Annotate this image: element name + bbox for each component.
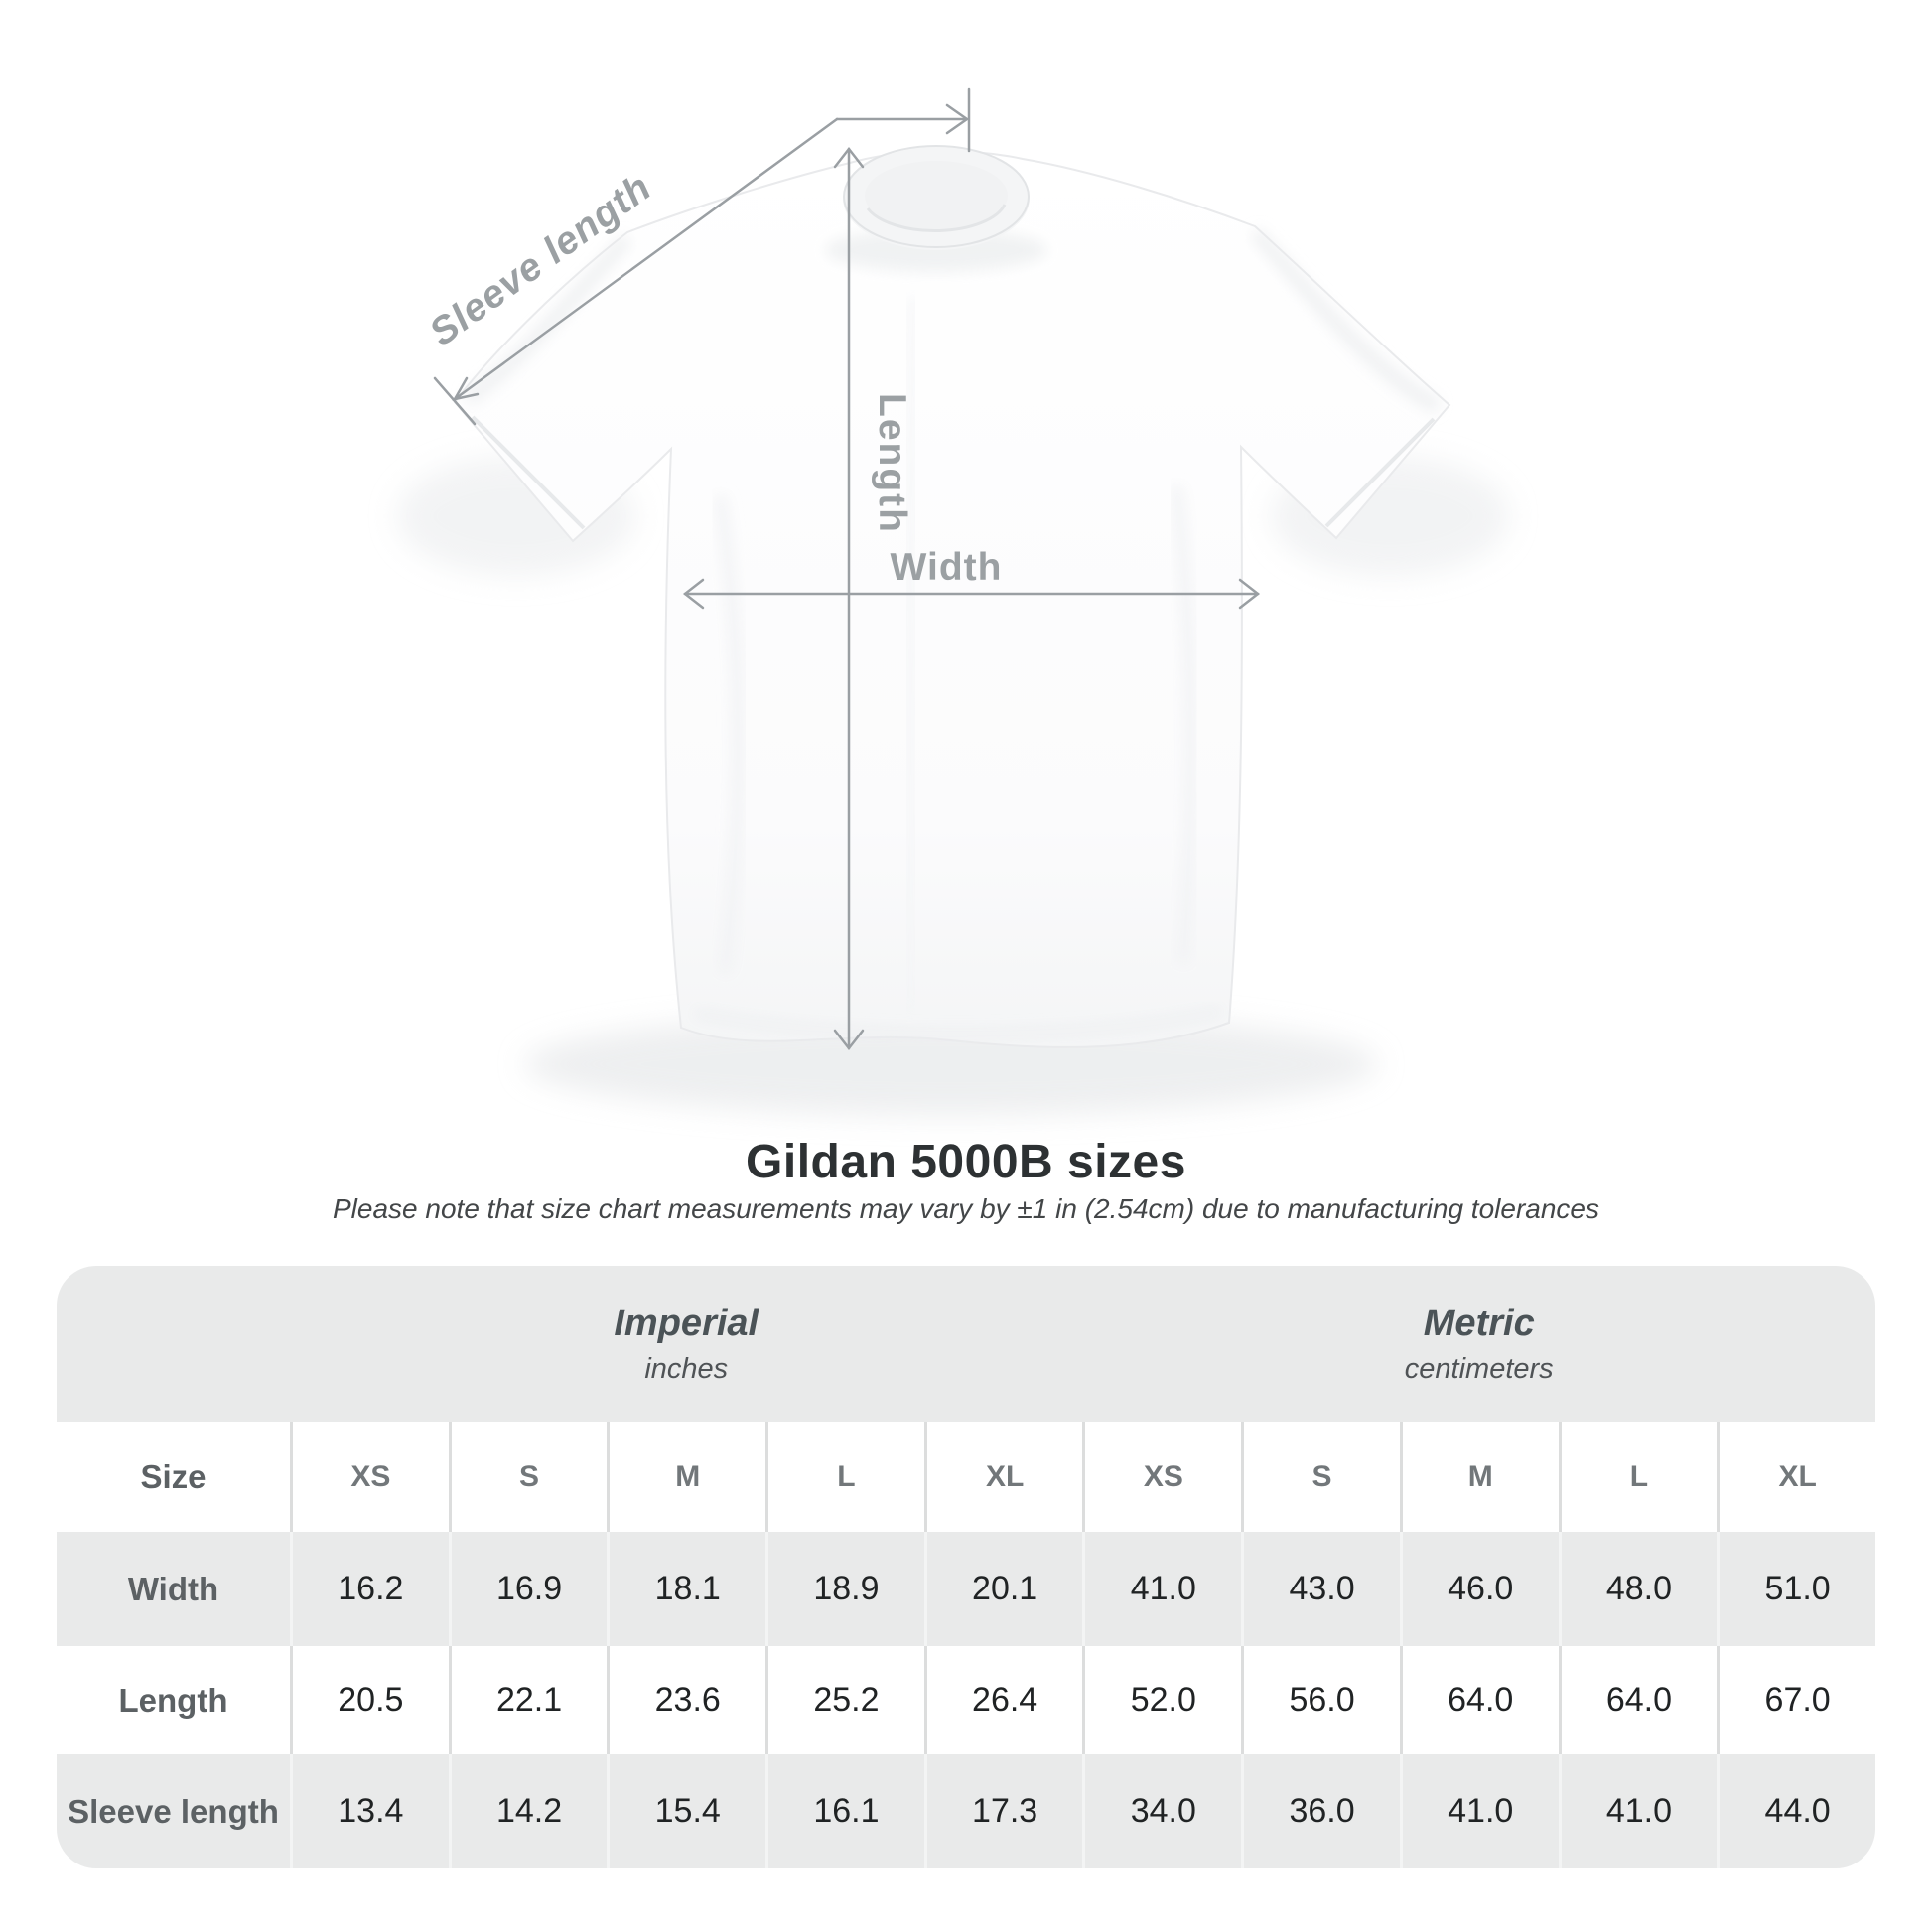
measurement-annotations [433, 87, 1261, 1051]
length-label: Length [871, 393, 913, 534]
value-length-metric-s: 56.0 [1241, 1646, 1400, 1754]
neck-hole [865, 161, 1008, 230]
value-sleeve-metric-xl: 44.0 [1717, 1754, 1875, 1868]
col-header-imperial-l: L [765, 1422, 924, 1532]
value-length-metric-l: 64.0 [1558, 1646, 1718, 1754]
width-arrow [682, 578, 1261, 610]
value-sleeve-imperial-s: 14.2 [448, 1754, 608, 1868]
value-width-metric-xl: 51.0 [1717, 1532, 1875, 1646]
tolerance-note: Please note that size chart measurements… [333, 1193, 1599, 1224]
value-sleeve-metric-xs: 34.0 [1082, 1754, 1241, 1868]
value-sleeve-metric-l: 41.0 [1558, 1754, 1718, 1868]
row-label-sleeve-length: Sleeve length [68, 1792, 279, 1830]
value-width-imperial-l: 18.9 [765, 1532, 924, 1646]
value-length-metric-xl: 67.0 [1717, 1646, 1875, 1754]
value-width-imperial-s: 16.9 [448, 1532, 608, 1646]
col-header-imperial-s: S [448, 1422, 608, 1532]
sleeve-length-arrow [433, 87, 971, 426]
value-length-imperial-xs: 20.5 [290, 1646, 449, 1754]
length-arrow [833, 146, 865, 1051]
imperial-unit: inches [644, 1352, 729, 1385]
width-label: Width [891, 546, 1003, 589]
value-sleeve-imperial-m: 15.4 [607, 1754, 765, 1868]
value-width-imperial-xl: 20.1 [923, 1532, 1083, 1646]
page-title: Gildan 5000B sizes [746, 1136, 1186, 1188]
col-header-metric-xl: XL [1717, 1422, 1875, 1532]
metric-label: Metric [1423, 1302, 1535, 1344]
size-table-grid: Size XS S M L XL XS S M L XL Width 16.2 … [57, 1422, 1875, 1868]
imperial-label: Imperial [614, 1302, 759, 1344]
size-table: Imperial inches Metric centimeters Size … [57, 1266, 1875, 1868]
tshirt-illustration: Sleeve length Length Width [397, 87, 1509, 1116]
value-sleeve-imperial-l: 16.1 [765, 1754, 924, 1868]
value-width-metric-xs: 41.0 [1082, 1532, 1241, 1646]
value-width-metric-s: 43.0 [1241, 1532, 1400, 1646]
col-header-metric-l: L [1558, 1422, 1718, 1532]
value-sleeve-imperial-xs: 13.4 [290, 1754, 449, 1868]
row-label-width: Width [127, 1570, 219, 1607]
value-width-metric-m: 46.0 [1399, 1532, 1559, 1646]
unit-header-band: Imperial inches Metric centimeters [57, 1266, 1875, 1422]
value-sleeve-imperial-xl: 17.3 [923, 1754, 1083, 1868]
value-length-imperial-m: 23.6 [607, 1646, 766, 1754]
value-length-imperial-l: 25.2 [765, 1646, 924, 1754]
col-header-metric-xs: XS [1082, 1422, 1242, 1532]
value-length-metric-xs: 52.0 [1082, 1646, 1242, 1754]
value-width-imperial-xs: 16.2 [290, 1532, 449, 1646]
col-header-imperial-xs: XS [290, 1422, 449, 1532]
value-width-imperial-m: 18.1 [607, 1532, 765, 1646]
metric-unit: centimeters [1404, 1352, 1554, 1385]
col-header-metric-m: M [1399, 1422, 1559, 1532]
value-sleeve-metric-m: 41.0 [1399, 1754, 1559, 1868]
value-length-metric-m: 64.0 [1399, 1646, 1559, 1754]
unit-group-metric: Metric centimeters [1083, 1303, 1876, 1386]
value-width-metric-l: 48.0 [1558, 1532, 1718, 1646]
col-header-metric-s: S [1241, 1422, 1400, 1532]
unit-group-imperial: Imperial inches [290, 1303, 1083, 1386]
value-sleeve-metric-s: 36.0 [1241, 1754, 1400, 1868]
col-header-imperial-xl: XL [923, 1422, 1083, 1532]
tshirt-figure: Sleeve length Length Width [397, 87, 1509, 1116]
row-label-length: Length [57, 1646, 290, 1754]
col-header-imperial-m: M [607, 1422, 766, 1532]
col-header-size: Size [57, 1422, 290, 1532]
value-length-imperial-xl: 26.4 [923, 1646, 1083, 1754]
tshirt-graphic [453, 145, 1451, 1048]
value-length-imperial-s: 22.1 [448, 1646, 608, 1754]
